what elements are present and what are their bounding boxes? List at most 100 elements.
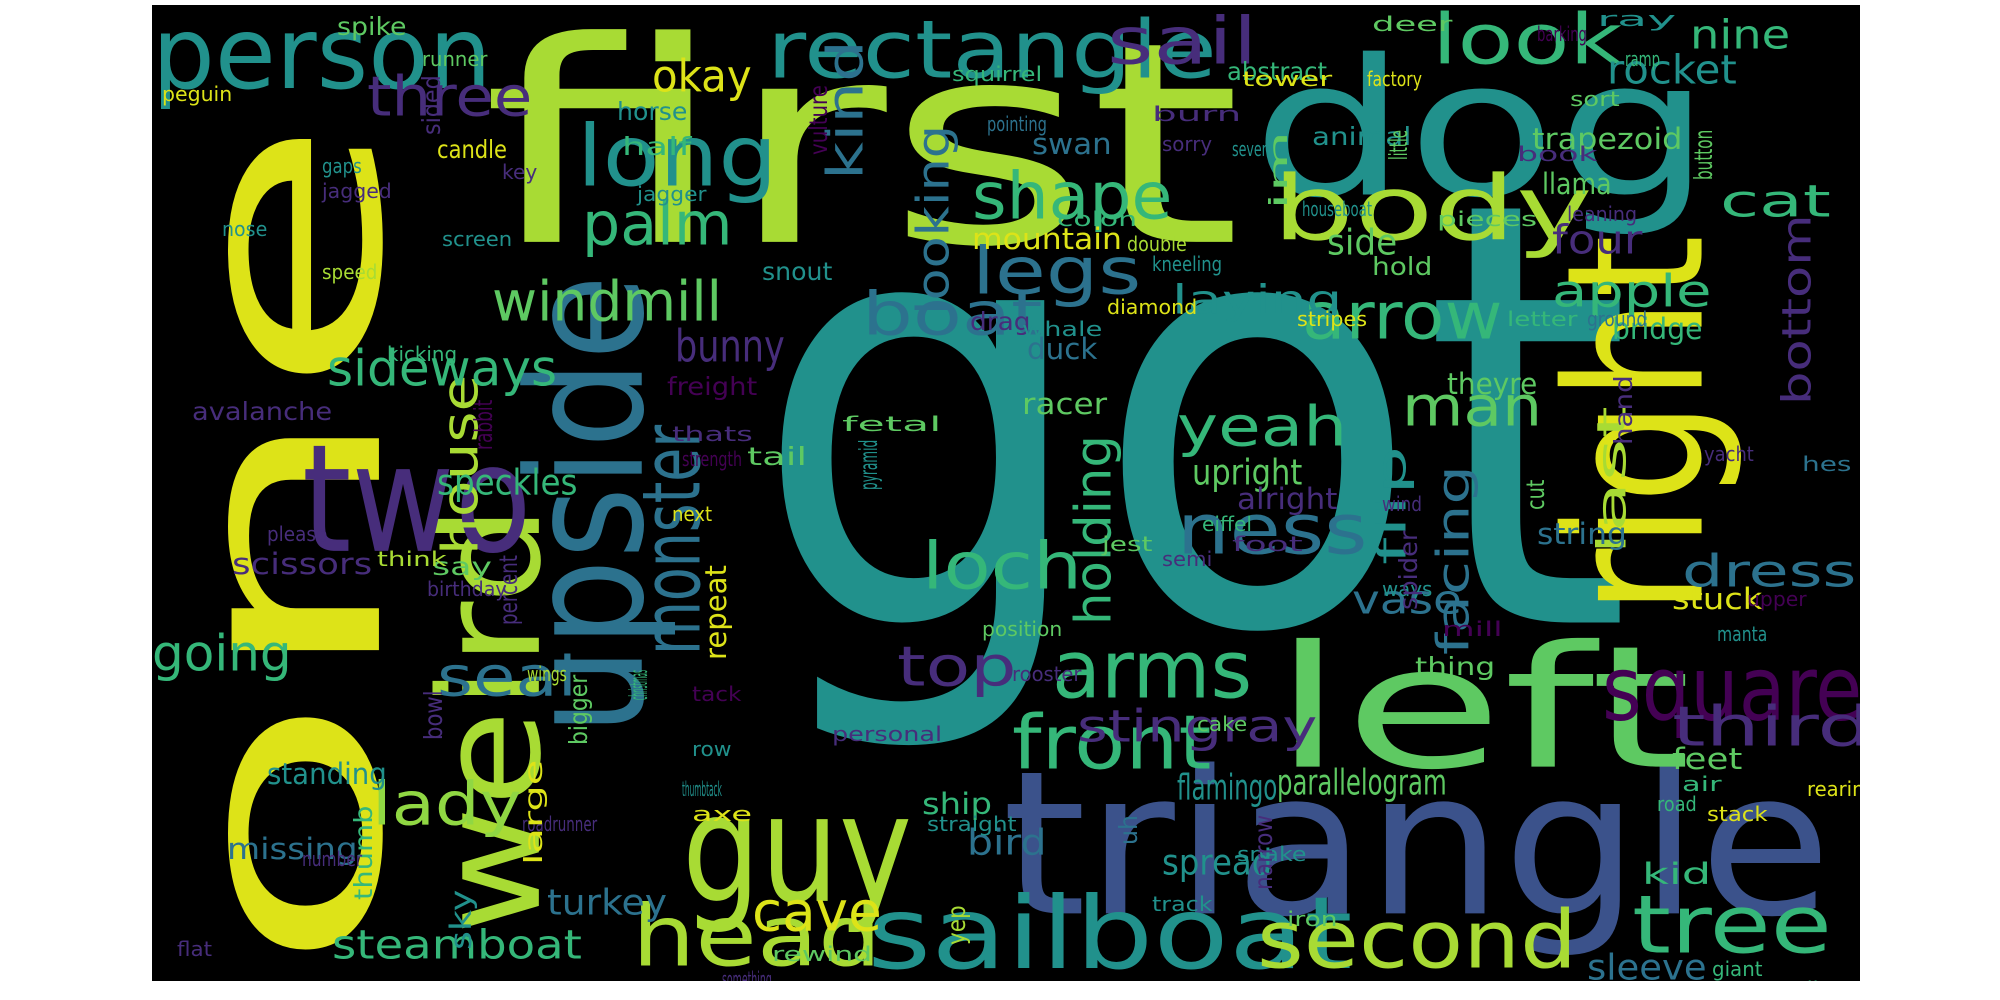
word-cake: cake bbox=[1197, 712, 1248, 737]
word-birthday: birthday bbox=[427, 577, 507, 602]
word-number: number bbox=[302, 847, 363, 872]
word-whale: whale bbox=[1022, 317, 1103, 342]
word-percent: percent bbox=[493, 555, 524, 625]
word-book: book bbox=[1517, 142, 1598, 167]
word-dog: dog bbox=[1252, 18, 1712, 240]
word-rewind: rewind bbox=[772, 942, 873, 967]
word-ship: ship bbox=[922, 786, 992, 822]
word-person: person bbox=[152, 5, 492, 113]
word-bridge: bridge bbox=[1612, 311, 1703, 347]
word-head: head bbox=[632, 887, 882, 981]
word-tower: tower bbox=[1242, 67, 1333, 92]
word-sleeve: sleeve bbox=[1587, 946, 1707, 981]
word-bunny: bunny bbox=[675, 320, 785, 374]
word-stripes: stripes bbox=[1297, 307, 1368, 332]
word-guy: guy bbox=[682, 762, 913, 937]
word-sort: sort bbox=[1570, 87, 1620, 112]
word-think: think bbox=[377, 547, 447, 572]
word-rocket: rocket bbox=[1607, 46, 1737, 94]
word-yep: yep bbox=[941, 905, 972, 945]
word-cat: cat bbox=[1720, 175, 1831, 229]
word-looking: looking bbox=[907, 124, 961, 315]
word-next: next bbox=[672, 502, 713, 527]
word-ray: ray bbox=[1597, 7, 1677, 32]
word-vase: vase bbox=[1352, 576, 1462, 624]
word-colon: colon bbox=[1057, 207, 1138, 232]
word-letter: letter bbox=[1507, 307, 1578, 332]
word-strength: strength bbox=[682, 447, 743, 472]
word-thing: thing bbox=[1415, 651, 1496, 682]
word-avalanche: avalanche bbox=[192, 396, 333, 427]
word-please: please bbox=[267, 522, 328, 547]
word-turkey: turkey bbox=[547, 881, 667, 924]
word-sorry: sorry bbox=[1162, 132, 1213, 157]
word-peguin: peguin bbox=[162, 82, 233, 107]
word-pointing: pointing bbox=[987, 112, 1047, 137]
word-lady: lady bbox=[372, 769, 522, 840]
word-deer: deer bbox=[1372, 12, 1453, 37]
word-missing: missing bbox=[227, 831, 358, 867]
word-long: long bbox=[577, 107, 778, 207]
word-man: man bbox=[1402, 375, 1543, 440]
word-hes: hes bbox=[1802, 452, 1852, 477]
word-ness: ness bbox=[1177, 488, 1368, 571]
word-seventy: seventy bbox=[1232, 137, 1283, 162]
word-side: side bbox=[1327, 221, 1398, 264]
word-duck: duck bbox=[1027, 331, 1098, 367]
word-split: split bbox=[1782, 979, 1827, 981]
word-spike: spike bbox=[337, 11, 407, 42]
word-mill: mill bbox=[1442, 617, 1503, 642]
word-trapezoid: trapezoid bbox=[1532, 121, 1683, 157]
word-spider: spider bbox=[1393, 530, 1424, 610]
word-palm: palm bbox=[582, 189, 733, 260]
word-bird: bird bbox=[967, 821, 1047, 864]
word-road: road bbox=[1657, 792, 1697, 817]
word-body: body bbox=[1272, 157, 1593, 262]
word-cloud: got first one triangle dog right upside left guy… bbox=[152, 5, 1860, 981]
word-sail: sail bbox=[1107, 5, 1258, 80]
word-vulture: vulture bbox=[803, 85, 834, 155]
word-legs: legs bbox=[972, 233, 1142, 310]
word-position: position bbox=[982, 617, 1063, 642]
word-tack: tack bbox=[692, 682, 742, 707]
word-leaning: leaning bbox=[1567, 202, 1638, 227]
word-mountain: mountain bbox=[972, 221, 1122, 257]
word-double: double bbox=[1127, 232, 1187, 257]
word-stingray: stingray bbox=[1077, 700, 1318, 754]
word-track: track bbox=[1152, 892, 1213, 917]
word-first: first bbox=[482, 5, 1242, 309]
word-rabbit: rabbit bbox=[468, 399, 499, 450]
word-look: look bbox=[1432, 5, 1623, 81]
word-laying: laying bbox=[1172, 276, 1343, 324]
word-animal: animal bbox=[1312, 121, 1412, 152]
word-gaps: gaps bbox=[322, 154, 362, 179]
word-button: button bbox=[1688, 129, 1719, 180]
word-kneeling: kneeling bbox=[1152, 252, 1223, 277]
word-freight: freight bbox=[667, 371, 758, 402]
word-bowl: bowl bbox=[418, 690, 449, 740]
word-semi: semi bbox=[1162, 547, 1213, 572]
word-axe: axe bbox=[692, 802, 752, 827]
word-swan: swan bbox=[1032, 126, 1112, 162]
word-got: got bbox=[752, 76, 1633, 763]
word-burn: burn bbox=[1152, 102, 1242, 127]
word-fetal: fetal bbox=[842, 412, 942, 437]
word-little: little bbox=[1383, 129, 1414, 160]
word-key: key bbox=[502, 160, 538, 185]
word-jagger: jagger bbox=[637, 182, 707, 207]
word-upright: upright bbox=[1192, 451, 1303, 494]
word-speckles: speckles bbox=[437, 461, 578, 504]
word-bigger: bigger bbox=[563, 674, 594, 745]
word-second: second bbox=[1257, 892, 1578, 981]
word-drag: drag bbox=[970, 306, 1031, 337]
word-eiffel: eiffel bbox=[1202, 512, 1253, 537]
word-third: third bbox=[1672, 695, 1860, 760]
word-roadrunner: roadrunner bbox=[522, 812, 598, 837]
word-something: something bbox=[722, 967, 772, 981]
word-parallelogram: parallelogram bbox=[1277, 761, 1447, 804]
word-large: large bbox=[518, 759, 549, 865]
word-holding: holding bbox=[1065, 435, 1124, 625]
word-speed: speed bbox=[322, 260, 378, 285]
word-jagged: jagged bbox=[322, 179, 392, 204]
word-kid: kid bbox=[1642, 856, 1712, 892]
